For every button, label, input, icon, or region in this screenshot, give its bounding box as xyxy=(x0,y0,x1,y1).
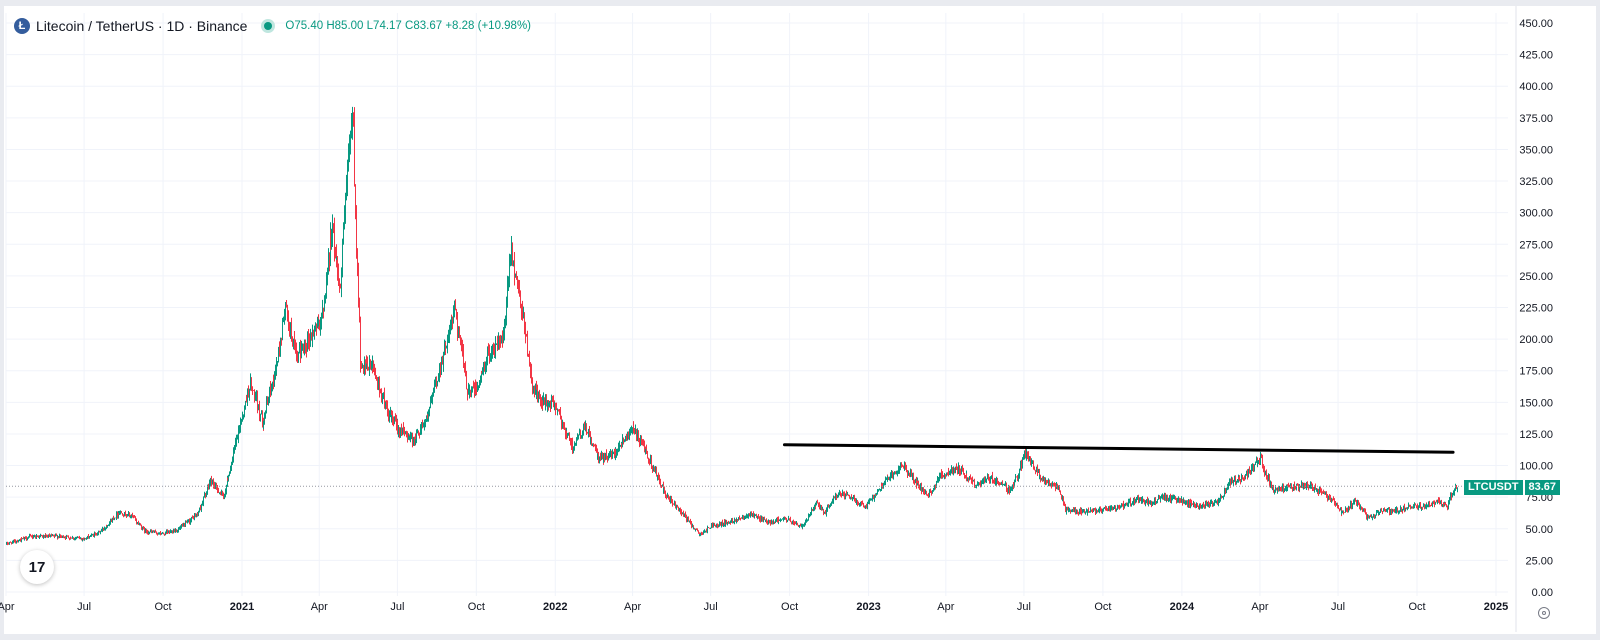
x-tick-label: Apr xyxy=(937,601,954,613)
x-tick-label: Oct xyxy=(1408,601,1425,613)
y-tick-label: 200.00 xyxy=(1519,334,1553,346)
x-tick-label: Apr xyxy=(624,601,641,613)
trendline[interactable] xyxy=(782,443,1455,454)
candles xyxy=(6,106,1458,546)
chart-legend: Ł Litecoin / TetherUS · 1D · Binance O75… xyxy=(14,16,531,36)
x-tick-label: Oct xyxy=(155,601,172,613)
y-tick-label: 75.00 xyxy=(1525,492,1553,504)
market-status-icon[interactable] xyxy=(261,19,276,33)
x-tick-label: Jul xyxy=(390,601,404,613)
tradingview-logo-icon[interactable]: 17 xyxy=(20,550,54,584)
last-price-tag: LTCUSDT 83.67 xyxy=(1464,480,1561,495)
y-tick-label: 0.00 xyxy=(1532,587,1553,599)
x-tick-label: Oct xyxy=(781,601,798,613)
y-tick-label: 100.00 xyxy=(1519,461,1553,473)
y-tick-label: 175.00 xyxy=(1519,366,1553,378)
y-tick-label: 125.00 xyxy=(1519,429,1553,441)
grid-lines xyxy=(5,6,1517,632)
y-tick-label: 250.00 xyxy=(1519,271,1553,283)
open-label: O xyxy=(285,20,295,32)
close-label: C xyxy=(405,20,414,32)
open-value: 75.40 xyxy=(294,20,324,32)
high-value: 85.00 xyxy=(334,20,364,32)
market-status-dot xyxy=(264,22,273,30)
x-tick-label: Apr xyxy=(1251,601,1268,613)
x-tick-label: Oct xyxy=(468,601,485,613)
x-tick-label: Jul xyxy=(77,601,91,613)
x-tick-label: 2023 xyxy=(856,601,880,613)
y-tick-label: 25.00 xyxy=(1525,555,1553,567)
x-tick-label: Jul xyxy=(1331,601,1345,613)
y-tick-label: 450.00 xyxy=(1519,18,1553,30)
change-value: +8.28 (+10.98%) xyxy=(445,20,531,32)
y-tick-label: 300.00 xyxy=(1519,208,1553,220)
price-tag-value: 83.67 xyxy=(1524,480,1561,495)
price-tag-symbol: LTCUSDT xyxy=(1464,480,1523,495)
x-tick-label: 2025 xyxy=(1484,601,1508,613)
low-label: L xyxy=(366,20,374,32)
x-tick-label: 2021 xyxy=(230,601,254,613)
close-value: 83.67 xyxy=(413,20,443,32)
x-tick-label: 2022 xyxy=(543,601,567,613)
y-tick-label: 150.00 xyxy=(1519,397,1553,409)
y-tick-label: 350.00 xyxy=(1519,144,1553,156)
y-tick-label: 375.00 xyxy=(1519,113,1553,125)
time-axis[interactable]: Apr Jul Oct 2021 Apr Jul Oct 2022 Apr Jul Oct 2023 A… xyxy=(0,601,1508,613)
resistance-trendline xyxy=(782,443,1455,454)
litecoin-logo-icon: Ł xyxy=(14,18,30,34)
ohlc-values: O75.40 H85.00 L74.17 C83.67 +8.28 (+10.9… xyxy=(285,20,531,32)
x-tick-label: Apr xyxy=(311,601,328,613)
y-tick-label: 275.00 xyxy=(1519,239,1553,251)
price-axis[interactable]: 0.00 25.00 50.00 75.00 100.00 125.00 150.00 175… xyxy=(1519,18,1553,599)
x-tick-label: Jul xyxy=(704,601,718,613)
y-tick-label: 225.00 xyxy=(1519,303,1553,315)
gear-icon[interactable] xyxy=(1538,607,1550,619)
y-tick-label: 400.00 xyxy=(1519,81,1553,93)
x-tick-label: Jul xyxy=(1017,601,1031,613)
x-tick-label: 2024 xyxy=(1170,601,1195,613)
y-tick-label: 50.00 xyxy=(1525,524,1553,536)
high-label: H xyxy=(326,20,335,32)
symbol-title[interactable]: Litecoin / TetherUS · 1D · Binance xyxy=(36,18,248,34)
x-tick-label: Oct xyxy=(1094,601,1111,613)
y-tick-label: 425.00 xyxy=(1519,50,1553,62)
low-value: 74.17 xyxy=(373,20,402,32)
x-tick-label: Apr xyxy=(0,601,15,613)
y-tick-label: 325.00 xyxy=(1519,176,1553,188)
